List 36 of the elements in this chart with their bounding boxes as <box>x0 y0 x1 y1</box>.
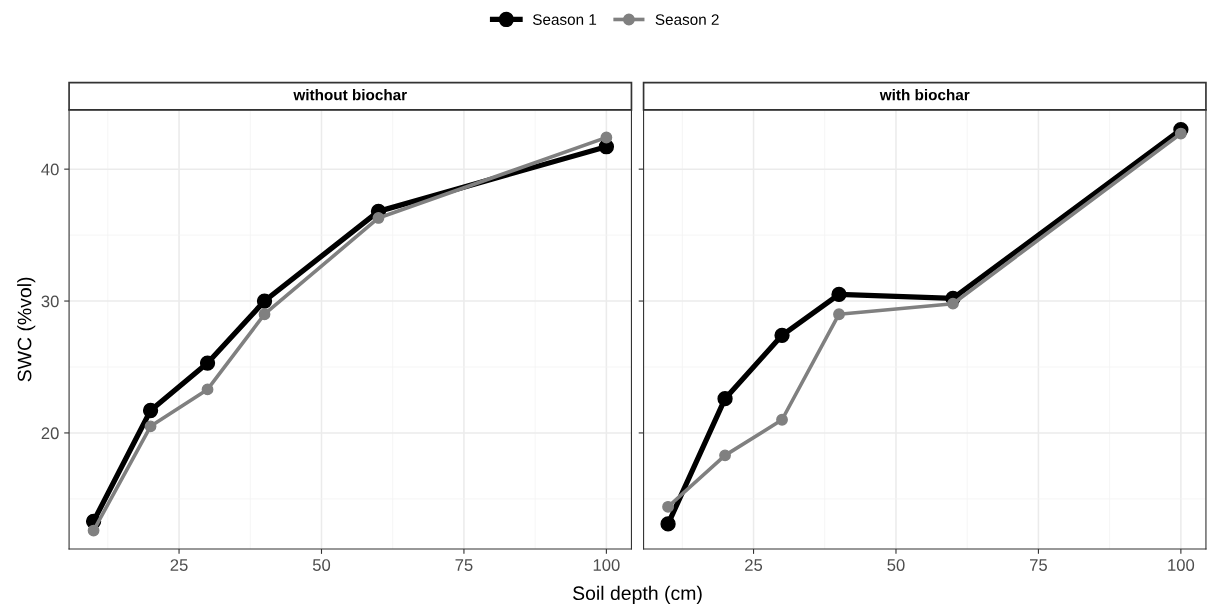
x-tick-label: 100 <box>1168 559 1195 571</box>
x-tick-label: 50 <box>312 559 331 571</box>
x-tick-label: 50 <box>887 559 905 571</box>
point <box>831 286 847 303</box>
y-tick-label: 40 <box>41 163 59 176</box>
point <box>201 383 214 396</box>
legend-label: Season 2 <box>655 14 719 25</box>
point <box>144 420 157 433</box>
point <box>776 413 788 426</box>
x-tick-label: 75 <box>1030 559 1047 571</box>
point <box>662 500 674 513</box>
point <box>199 355 216 371</box>
x-tick-label: 25 <box>170 559 188 571</box>
y-axis-title: SWC (%vol) <box>17 277 36 382</box>
point <box>660 516 676 532</box>
y-tick-label: 30 <box>41 295 59 308</box>
x-tick-label: 100 <box>593 559 620 571</box>
point <box>256 293 273 309</box>
point <box>372 212 385 224</box>
chart-title: with biochar <box>879 89 970 101</box>
x-tick-label: 75 <box>455 559 473 571</box>
point <box>947 297 959 310</box>
x-axis-title: Soil depth (cm) <box>573 585 702 604</box>
point <box>719 449 731 462</box>
point <box>87 524 100 537</box>
point <box>142 402 159 419</box>
point <box>600 131 613 144</box>
point <box>774 327 790 343</box>
y-tick-label: 20 <box>41 427 59 440</box>
point <box>258 308 271 321</box>
point <box>833 308 845 321</box>
chart-title: without biochar <box>293 89 407 101</box>
point <box>1174 127 1187 140</box>
point <box>717 391 733 407</box>
legend-label: Season 1 <box>532 14 597 25</box>
x-tick-label: 25 <box>745 559 763 571</box>
